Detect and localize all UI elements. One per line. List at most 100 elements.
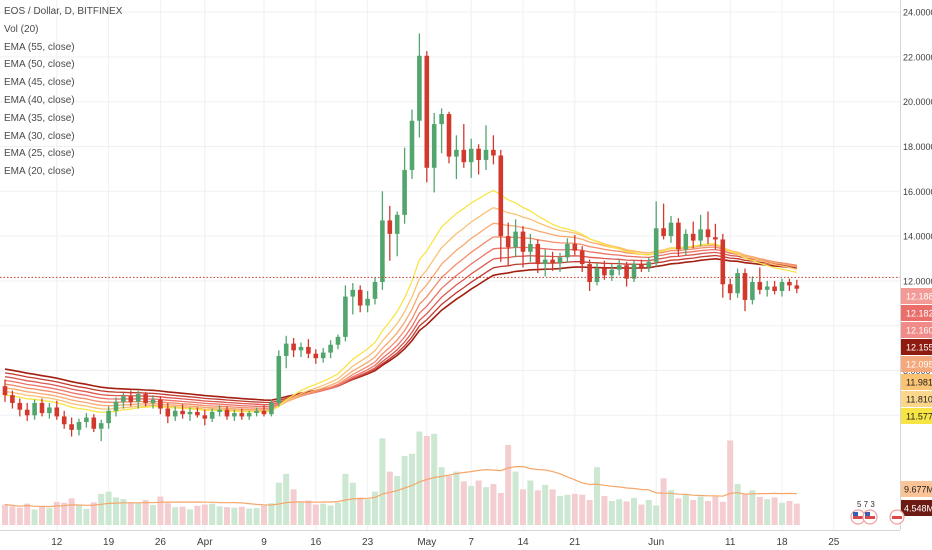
- candle-body: [2, 386, 8, 396]
- time-tick-label: 19: [103, 537, 115, 548]
- candle-body: [98, 423, 104, 429]
- candle-body: [594, 268, 600, 283]
- volume-bar: [749, 490, 756, 525]
- price-tick-label: 12.0000: [903, 276, 932, 286]
- price-tick-label: 14.0000: [903, 232, 932, 242]
- time-tick-label: Apr: [197, 537, 213, 548]
- candle-body: [446, 114, 452, 157]
- time-tick-label: 21: [569, 537, 581, 548]
- volume-bar: [46, 508, 53, 525]
- candle-body: [143, 394, 148, 403]
- volume-bar: [327, 505, 334, 525]
- price-tag-label: 12.1603: [906, 326, 932, 336]
- indicator-ema-20[interactable]: EMA (20, close): [4, 166, 75, 178]
- time-tick-label: Jun: [648, 537, 664, 548]
- time-tick-label: 14: [517, 537, 529, 548]
- candle-body: [306, 346, 311, 354]
- time-tick-label: 9: [261, 537, 267, 548]
- volume-ma: [4, 465, 797, 508]
- candle-body: [269, 402, 274, 415]
- volume-bar: [209, 503, 216, 525]
- volume-bar: [194, 505, 201, 525]
- volume-bar: [527, 480, 534, 525]
- candle-body: [439, 114, 444, 125]
- volume-bar: [105, 491, 112, 525]
- candle-body: [106, 410, 111, 424]
- volume-bar: [31, 509, 38, 525]
- volume-bar: [793, 503, 800, 525]
- candle-body: [350, 289, 356, 297]
- time-tick-label: 25: [828, 537, 840, 548]
- flag-canton-icon: [865, 512, 870, 516]
- volume-tag: [901, 500, 932, 516]
- indicator-ema-45[interactable]: EMA (45, close): [4, 77, 75, 89]
- volume-bar: [534, 490, 541, 525]
- ema-20-line: [4, 189, 797, 414]
- candle-body: [172, 410, 178, 417]
- volume-bar: [542, 484, 549, 525]
- price-tag-label: 12.1553: [906, 343, 932, 353]
- volume-bar: [298, 502, 304, 525]
- candle-body: [165, 408, 171, 417]
- volume-bar: [564, 494, 571, 525]
- volume-bar: [697, 496, 704, 525]
- volume-bar: [9, 506, 16, 525]
- volume-bar: [690, 500, 697, 525]
- volume-bar: [142, 500, 149, 525]
- candle-body: [343, 296, 348, 337]
- candle-body: [520, 231, 526, 252]
- chart-title[interactable]: EOS / Dollar, D, BITFINEX: [4, 6, 123, 17]
- price-tag: [901, 305, 932, 321]
- indicator-vol[interactable]: Vol (20): [4, 23, 39, 35]
- indicator-ema-55[interactable]: EMA (55, close): [4, 41, 75, 53]
- price-tick-label: 20.0000: [903, 97, 932, 107]
- volume-bar: [201, 504, 208, 525]
- candle-body: [335, 336, 341, 345]
- candle-body: [772, 286, 777, 291]
- time-tick-label: 16: [310, 537, 322, 548]
- candle-body: [498, 155, 504, 237]
- volume-bar: [261, 505, 267, 525]
- candle-body: [135, 394, 141, 402]
- indicator-ema-40[interactable]: EMA (40, close): [4, 94, 75, 106]
- candle-body: [239, 413, 245, 417]
- event-badges[interactable]: 5 7 3: [850, 500, 905, 525]
- indicator-ema-30[interactable]: EMA (30, close): [4, 130, 75, 142]
- volume-bar: [712, 495, 719, 525]
- event-count-badge: 5 7 3: [857, 500, 875, 509]
- candle-body: [572, 243, 578, 251]
- time-tick-label: 12: [51, 537, 63, 548]
- volume-bar: [438, 467, 445, 525]
- candle-body: [624, 265, 629, 279]
- price-tag: [901, 322, 932, 338]
- candle-body: [202, 415, 208, 419]
- volume-bar: [675, 498, 682, 525]
- indicator-ema-50[interactable]: EMA (50, close): [4, 59, 75, 71]
- candle-body: [542, 259, 548, 265]
- volume-bar: [601, 496, 608, 525]
- volume-bar: [682, 494, 689, 525]
- candle-body: [32, 402, 37, 416]
- candle-body: [387, 220, 393, 234]
- time-axis[interactable]: 12 19 26 Apr 9 16 23 May 7 14 21 Jun 11 18 25: [0, 530, 900, 549]
- volume-bar: [616, 499, 623, 525]
- volume-bar: [238, 506, 245, 525]
- candle-body: [505, 236, 511, 248]
- price-tag: [901, 391, 932, 407]
- indicator-ema-35[interactable]: EMA (35, close): [4, 112, 75, 124]
- candle-body: [84, 417, 89, 423]
- candle-body: [54, 407, 60, 417]
- candle-body: [587, 264, 592, 283]
- candle-body: [698, 229, 703, 241]
- candle-body: [128, 396, 134, 402]
- volume-bar: [283, 473, 290, 525]
- candle-body: [787, 282, 792, 286]
- indicator-ema-25[interactable]: EMA (25, close): [4, 148, 75, 160]
- candle-body: [668, 222, 674, 237]
- volume-bar: [127, 502, 134, 525]
- volume-bar: [172, 507, 179, 525]
- candle-body: [417, 55, 422, 121]
